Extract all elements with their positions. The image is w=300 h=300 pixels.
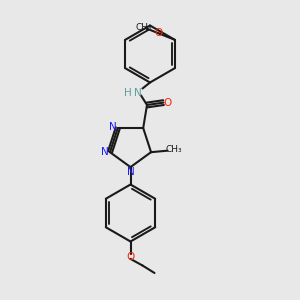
Text: N: N: [127, 167, 135, 177]
Text: O: O: [126, 252, 135, 262]
Text: O: O: [163, 98, 172, 108]
Text: N: N: [134, 88, 142, 98]
Text: N: N: [109, 122, 116, 131]
Text: CH₃: CH₃: [166, 145, 182, 154]
Text: N: N: [101, 147, 108, 157]
Text: O: O: [154, 28, 162, 38]
Text: H: H: [124, 88, 132, 98]
Text: CH₃: CH₃: [136, 23, 152, 32]
